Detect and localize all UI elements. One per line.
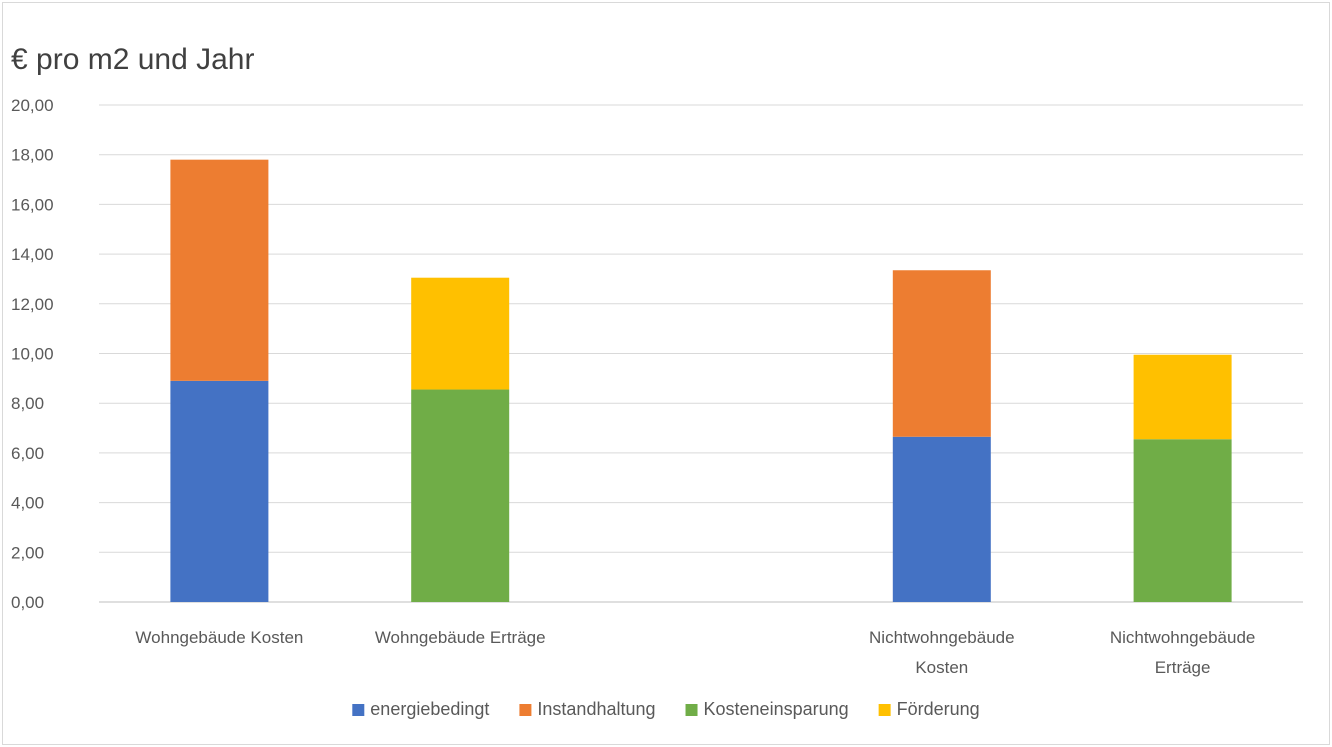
legend-swatch [685,704,698,716]
legend-swatch [519,704,532,716]
y-tick-label: 16,00 [11,195,54,214]
y-axis-ticks: 0,00 2,00 4,00 6,00 8,00 10,00 12,00 14,00 16,00… [11,96,54,612]
legend-label: energiebedingt [370,699,489,719]
stacked-bar-chart: € pro m2 und Jahr 0,00 2,00 4,00 6,00 8,00 10… [11,43,1303,719]
x-tick-label: Wohngebäude Erträge [375,628,546,647]
bar-segment [411,277,510,390]
bar-segment [170,159,269,381]
y-tick-label: 20,00 [11,96,54,115]
x-tick-label: Nichtwohngebäude [869,628,1015,647]
bar-segment [411,389,510,602]
y-tick-label: 8,00 [11,394,44,413]
gridlines [99,104,1303,603]
x-tick-label: Wohngebäude Kosten [135,628,303,647]
x-axis-labels: Wohngebäude Kosten Wohngebäude Erträge Nic… [135,628,1255,677]
y-tick-label: 0,00 [11,593,44,612]
bar-segment [892,270,991,437]
legend-swatch [878,704,891,716]
bar-segment [892,436,991,602]
y-tick-label: 12,00 [11,295,54,314]
bar-segment [170,380,269,602]
y-tick-label: 2,00 [11,543,44,562]
y-tick-label: 14,00 [11,245,54,264]
x-tick-label: Erträge [1155,658,1211,677]
chart-title: € pro m2 und Jahr [11,43,254,76]
bars [170,159,1232,602]
y-tick-label: 10,00 [11,345,54,364]
legend-label: Instandhaltung [537,699,655,719]
y-tick-label: 18,00 [11,146,54,165]
x-tick-label: Kosten [915,658,968,677]
x-tick-label: Nichtwohngebäude [1110,628,1256,647]
legend-label: Kosteneinsparung [704,699,849,719]
legend: energiebedingt Instandhaltung Kosteneinspa… [352,699,980,719]
bar-segment [1133,354,1232,440]
y-tick-label: 4,00 [11,494,44,513]
y-tick-label: 6,00 [11,444,44,463]
bar-segment [1133,439,1232,602]
legend-swatch [352,704,365,716]
legend-label: Förderung [897,699,980,719]
